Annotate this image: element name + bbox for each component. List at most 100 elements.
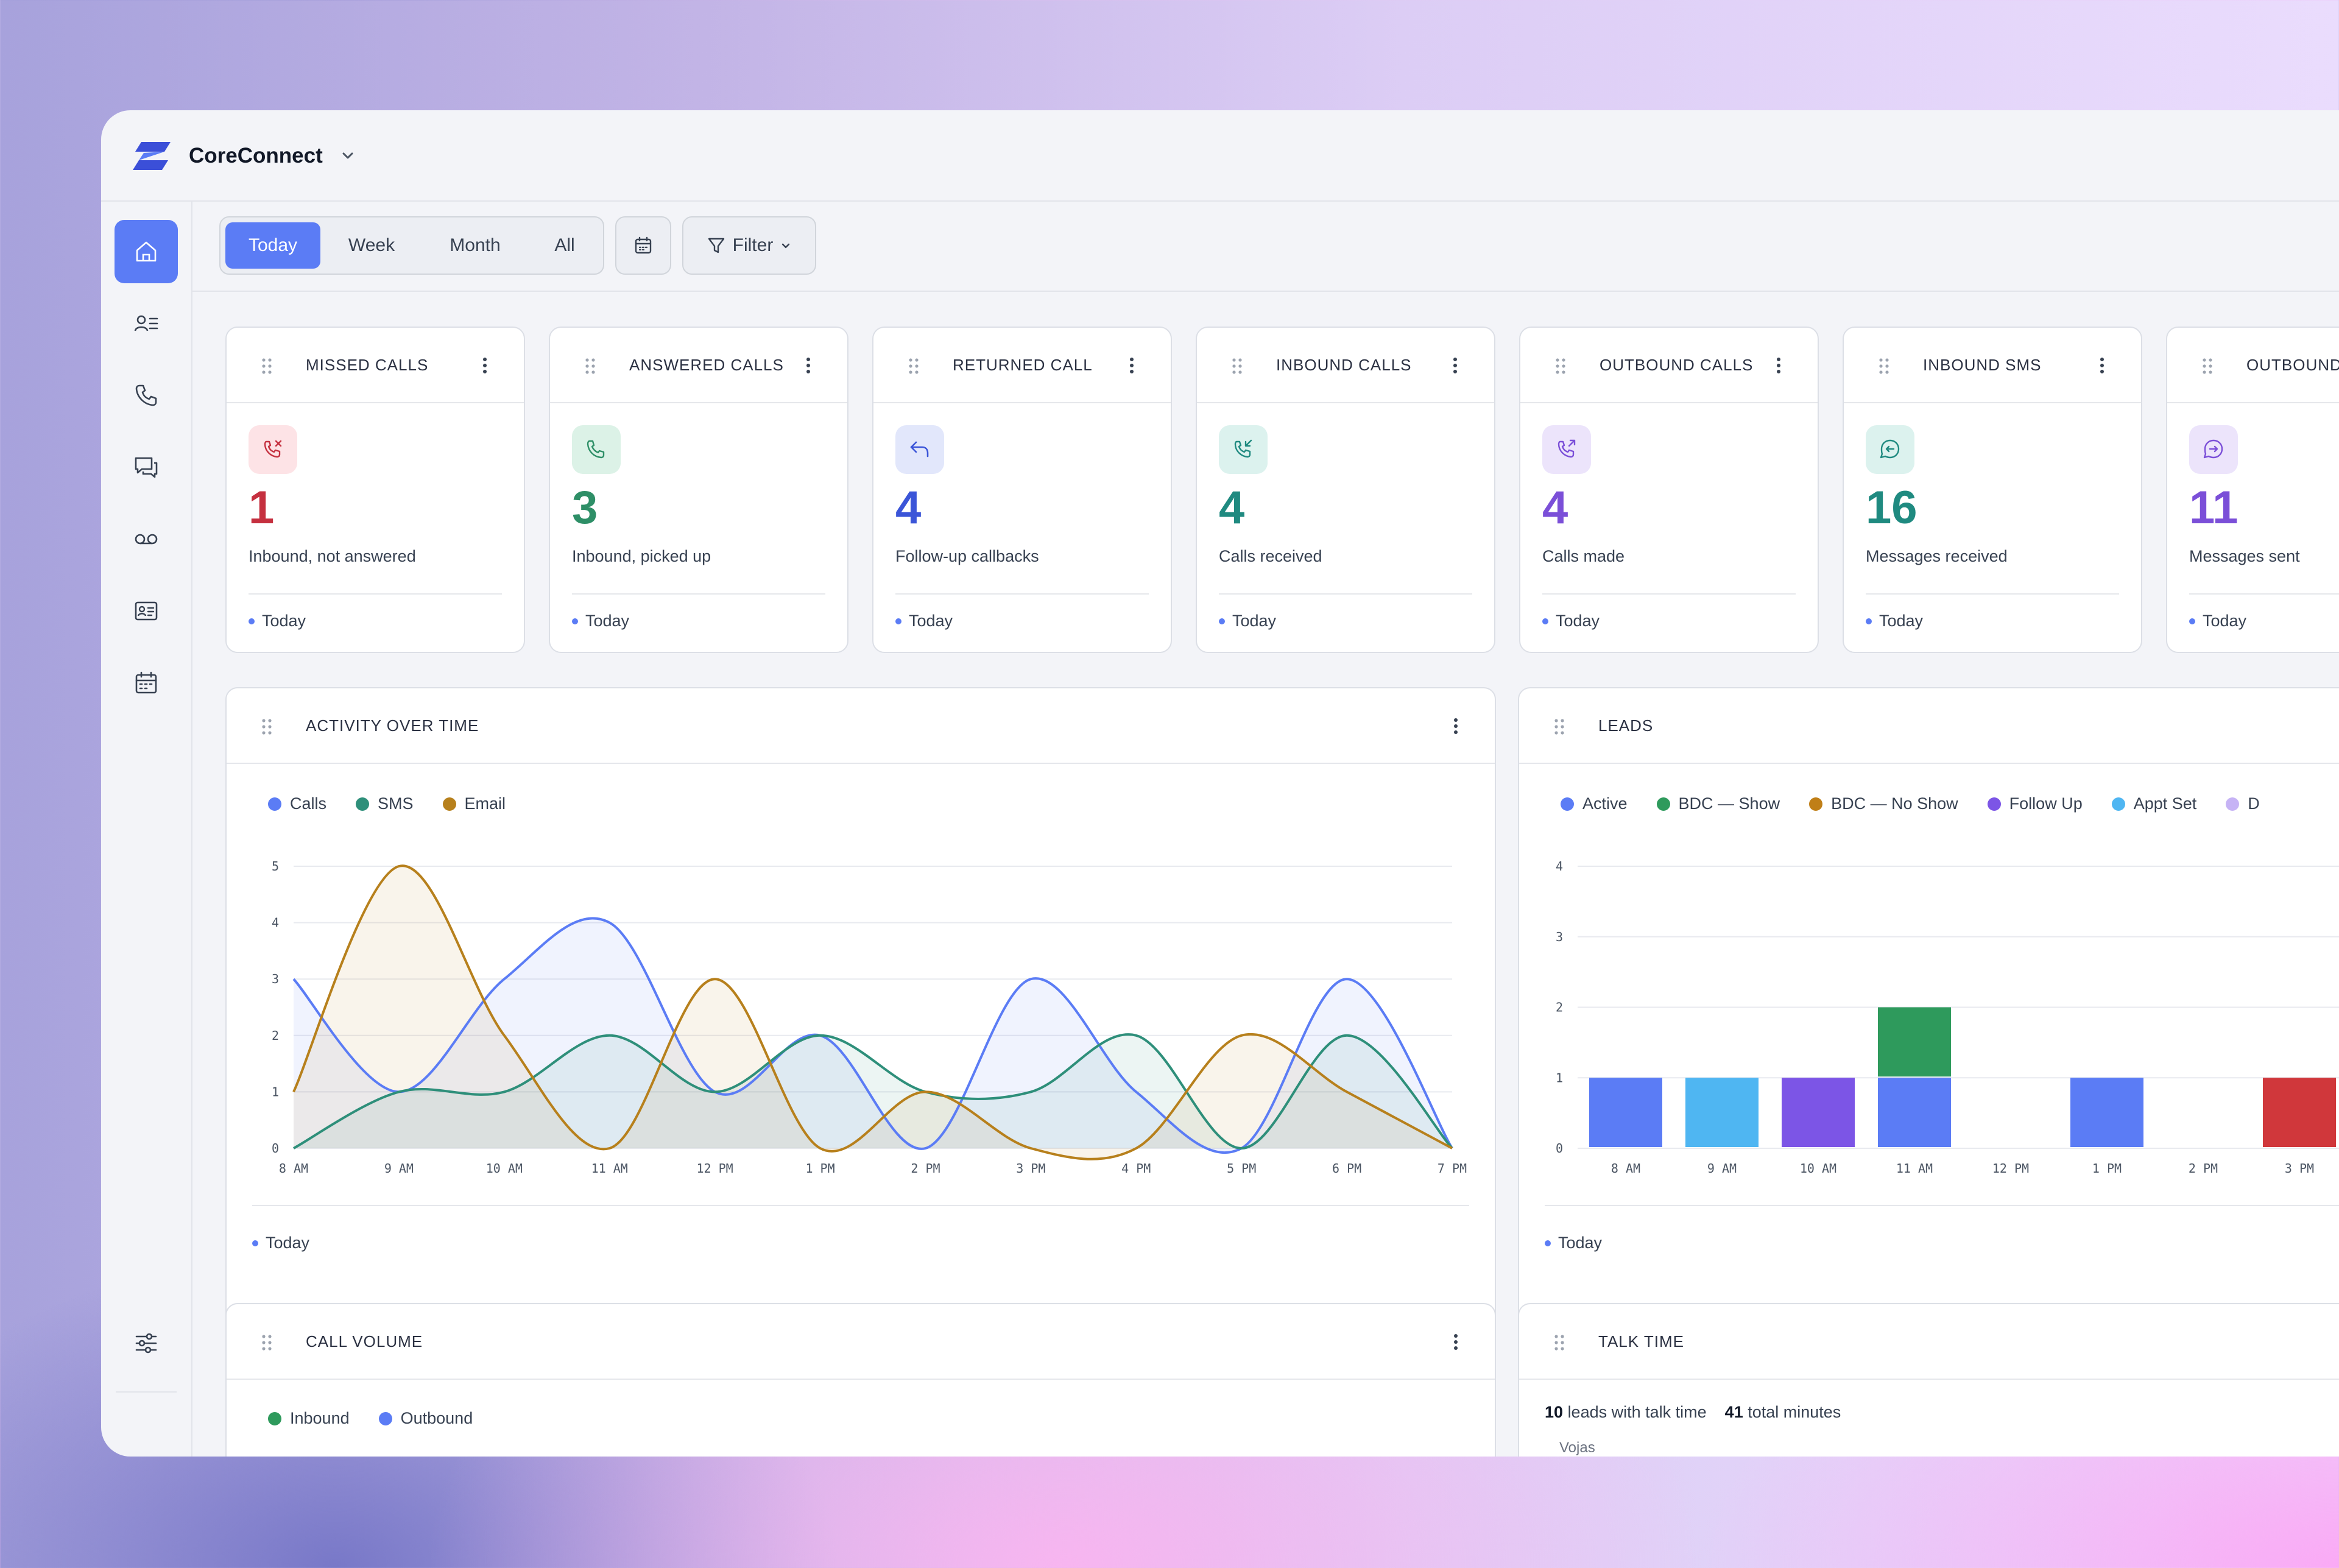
- bar[interactable]: [1878, 1007, 1951, 1077]
- series-line[interactable]: [292, 864, 1453, 1160]
- legend-item[interactable]: SMS: [356, 794, 414, 813]
- divider: [895, 593, 1149, 595]
- sidebar-item-voicemail[interactable]: [115, 507, 178, 571]
- more-options-icon[interactable]: [1452, 356, 1459, 375]
- chevron-down-icon: [782, 243, 790, 249]
- drag-handle-icon[interactable]: [261, 357, 273, 375]
- bar[interactable]: [2263, 1078, 2336, 1147]
- drag-handle-icon[interactable]: [584, 357, 596, 375]
- x-tick-label: 10 AM: [1800, 1161, 1836, 1176]
- talk-time-row-label: Vojas: [1559, 1439, 1595, 1456]
- legend-label: BDC — Show: [1678, 794, 1780, 813]
- filter-label: Filter: [732, 235, 774, 255]
- range-today-button[interactable]: Today: [225, 222, 320, 269]
- card-footer: Today: [2189, 612, 2246, 630]
- y-tick-label: 1: [272, 1084, 279, 1099]
- legend-item[interactable]: Inbound: [268, 1409, 350, 1428]
- legend-swatch: [1809, 797, 1823, 811]
- drag-handle-icon[interactable]: [908, 357, 920, 375]
- legend-item[interactable]: BDC — No Show: [1809, 794, 1958, 813]
- legend-item[interactable]: D: [2226, 794, 2260, 813]
- drag-handle-icon[interactable]: [1553, 718, 1565, 736]
- legend-swatch: [268, 797, 281, 811]
- drag-handle-icon[interactable]: [1878, 357, 1890, 375]
- date-picker-button[interactable]: [615, 216, 671, 275]
- chevron-down-icon[interactable]: [337, 146, 358, 166]
- sidebar-item-cards[interactable]: [115, 579, 178, 643]
- sidebar-divider: [116, 1391, 177, 1393]
- stat-value: 4: [895, 482, 922, 534]
- legend-label: Outbound: [400, 1409, 473, 1427]
- drag-handle-icon[interactable]: [1231, 357, 1243, 375]
- footer-dot: [249, 618, 255, 624]
- x-tick-label: 1 PM: [2092, 1161, 2122, 1176]
- legend-swatch: [268, 1411, 281, 1425]
- y-tick-label: 4: [272, 916, 279, 930]
- range-week-button[interactable]: Week: [348, 235, 395, 255]
- legend-item[interactable]: Email: [442, 794, 506, 813]
- legend-item[interactable]: Active: [1561, 794, 1628, 813]
- bar[interactable]: [1589, 1078, 1662, 1147]
- drag-handle-icon[interactable]: [2201, 357, 2214, 375]
- x-tick-label: 2 PM: [2189, 1161, 2218, 1176]
- footer-label: Today: [2203, 612, 2247, 630]
- range-month-button[interactable]: Month: [450, 235, 501, 255]
- filter-button[interactable]: Filter: [682, 216, 816, 275]
- card-title: Missed Calls: [306, 356, 429, 374]
- legend-item[interactable]: Outbound: [378, 1409, 473, 1428]
- more-options-icon[interactable]: [1452, 716, 1459, 736]
- home-icon: [136, 241, 157, 262]
- phone-icon: [587, 440, 605, 459]
- footer-dot: [1545, 1240, 1551, 1246]
- app-name[interactable]: CoreConnect: [189, 144, 323, 168]
- call-volume-card: Call Volume Inbound Outbound: [225, 1303, 1496, 1457]
- messages-icon: [135, 457, 158, 478]
- legend-item[interactable]: Appt Set: [2111, 794, 2196, 813]
- legend-item[interactable]: Calls: [268, 794, 326, 813]
- more-options-icon[interactable]: [1128, 356, 1135, 375]
- bar[interactable]: [1878, 1078, 1951, 1147]
- more-options-icon[interactable]: [1452, 1332, 1459, 1352]
- drag-handle-icon[interactable]: [261, 1333, 273, 1352]
- bar[interactable]: [1782, 1078, 1855, 1147]
- drag-handle-icon[interactable]: [1554, 357, 1567, 375]
- bar[interactable]: [2070, 1078, 2143, 1147]
- drag-handle-icon[interactable]: [261, 718, 273, 736]
- more-options-icon[interactable]: [805, 356, 812, 375]
- sidebar-item-settings[interactable]: [115, 1312, 178, 1375]
- footer-dot: [572, 618, 578, 624]
- bar[interactable]: [1685, 1078, 1759, 1147]
- chart-legend: Inbound Outbound: [268, 1409, 473, 1428]
- card-footer: Today: [1542, 612, 1600, 630]
- card-title: Returned Call: [953, 356, 1093, 374]
- sidebar-item-contacts[interactable]: [115, 292, 178, 355]
- activity-card: Activity Over Time Calls SMS Email 0 1 2 3 4 5 8…: [225, 687, 1496, 1330]
- y-tick-label: 5: [272, 859, 279, 874]
- sidebar-item-home[interactable]: [115, 220, 178, 283]
- series-line[interactable]: [292, 917, 1453, 1154]
- divider: [1219, 593, 1472, 595]
- settings-sliders-icon: [135, 1333, 157, 1354]
- footer-dot: [1542, 618, 1548, 624]
- drag-handle-icon[interactable]: [1553, 1333, 1565, 1352]
- leads-count: 10: [1545, 1403, 1564, 1421]
- stat-icon-badge: [1542, 425, 1591, 474]
- phone-outgoing-icon: [1558, 439, 1576, 458]
- footer-dot: [1219, 618, 1225, 624]
- legend-label: Email: [464, 794, 506, 813]
- sidebar-item-calendar[interactable]: [115, 651, 178, 715]
- x-tick-label: 8 AM: [279, 1161, 308, 1176]
- y-tick-label: 2: [1556, 1000, 1563, 1015]
- footer-dot: [1866, 618, 1872, 624]
- divider: [2189, 593, 2339, 595]
- series-line[interactable]: [293, 1033, 1453, 1150]
- range-all-button[interactable]: All: [554, 235, 575, 255]
- sidebar-item-messages[interactable]: [115, 436, 178, 499]
- legend-item[interactable]: Follow Up: [1987, 794, 2083, 813]
- sidebar-item-calls[interactable]: [115, 364, 178, 427]
- legend-item[interactable]: BDC — Show: [1656, 794, 1780, 813]
- leads-chart: 0 1 2 3 4 8 AM 9 AM 10 AM 11 AM 12 PM 1 PM 2 PM 3 PM: [1556, 859, 2339, 1176]
- more-options-icon[interactable]: [2098, 356, 2106, 375]
- more-options-icon[interactable]: [481, 356, 489, 375]
- more-options-icon[interactable]: [1775, 356, 1782, 375]
